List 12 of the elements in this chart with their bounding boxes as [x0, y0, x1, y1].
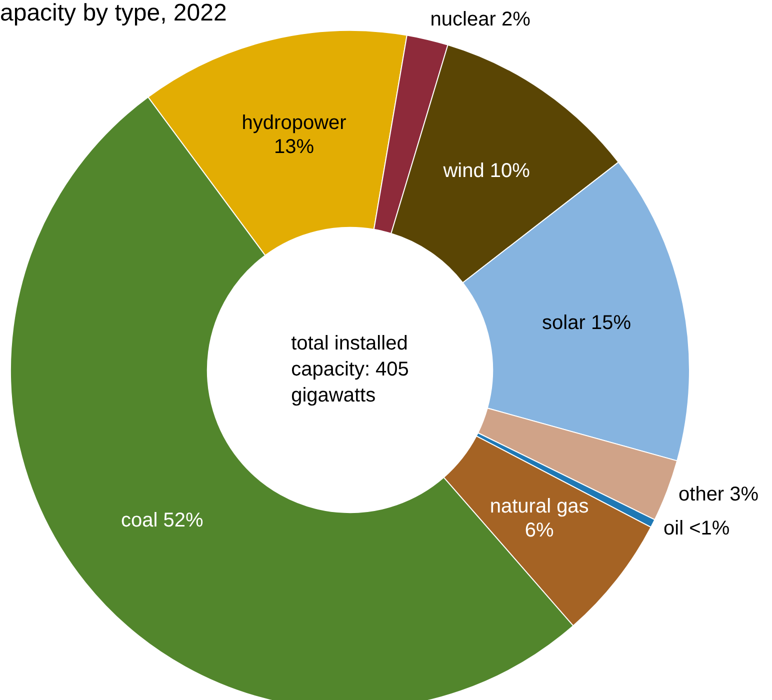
slice-label: nuclear 2% [430, 8, 531, 30]
slice-label: natural gas [490, 496, 589, 518]
slice-label: solar 15% [542, 312, 632, 334]
slice-label: oil <1% [664, 517, 730, 540]
slice-label: hydropower [242, 112, 347, 134]
slice-label: coal 52% [121, 510, 204, 532]
text: total installed capacity: 405 gigawatts [291, 332, 409, 407]
slice-label: wind 10% [442, 160, 530, 182]
chart-title: apacity by type, 2022 [0, 0, 227, 27]
data-label: 6% [524, 520, 554, 542]
slice-label: other 3% [678, 484, 759, 506]
data-label: 13% [274, 136, 314, 158]
